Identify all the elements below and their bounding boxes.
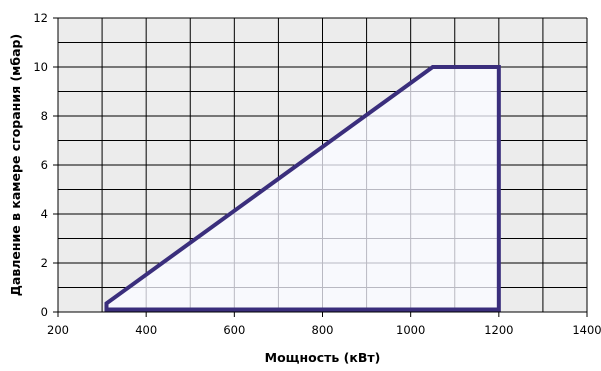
- y-tick-label: 2: [41, 256, 48, 270]
- y-tick-label: 4: [41, 207, 48, 221]
- operating-region-fill: [106, 67, 499, 310]
- y-tick-label: 6: [41, 158, 48, 172]
- operating-region-outline: [104, 65, 501, 312]
- x-tick-label: 800: [312, 323, 334, 337]
- x-tick-label: 1200: [484, 323, 513, 337]
- y-tick-label: 10: [33, 60, 48, 74]
- y-tick-label: 0: [41, 305, 48, 319]
- y-tick-label: 12: [33, 11, 48, 25]
- tick-labels: 200 400 600 800 1000 1200 1400 0 2 4 6 8 10 12: [33, 11, 601, 337]
- x-axis-label: Мощность (кВт): [265, 350, 381, 365]
- y-tick-label: 8: [41, 109, 48, 123]
- x-tick-label: 400: [135, 323, 157, 337]
- y-axis-label: Давление в камере сгорания (мбар): [8, 34, 23, 296]
- x-tick-label: 1000: [396, 323, 425, 337]
- x-tick-label: 200: [47, 323, 69, 337]
- x-tick-label: 600: [223, 323, 245, 337]
- x-tick-label: 1400: [572, 323, 601, 337]
